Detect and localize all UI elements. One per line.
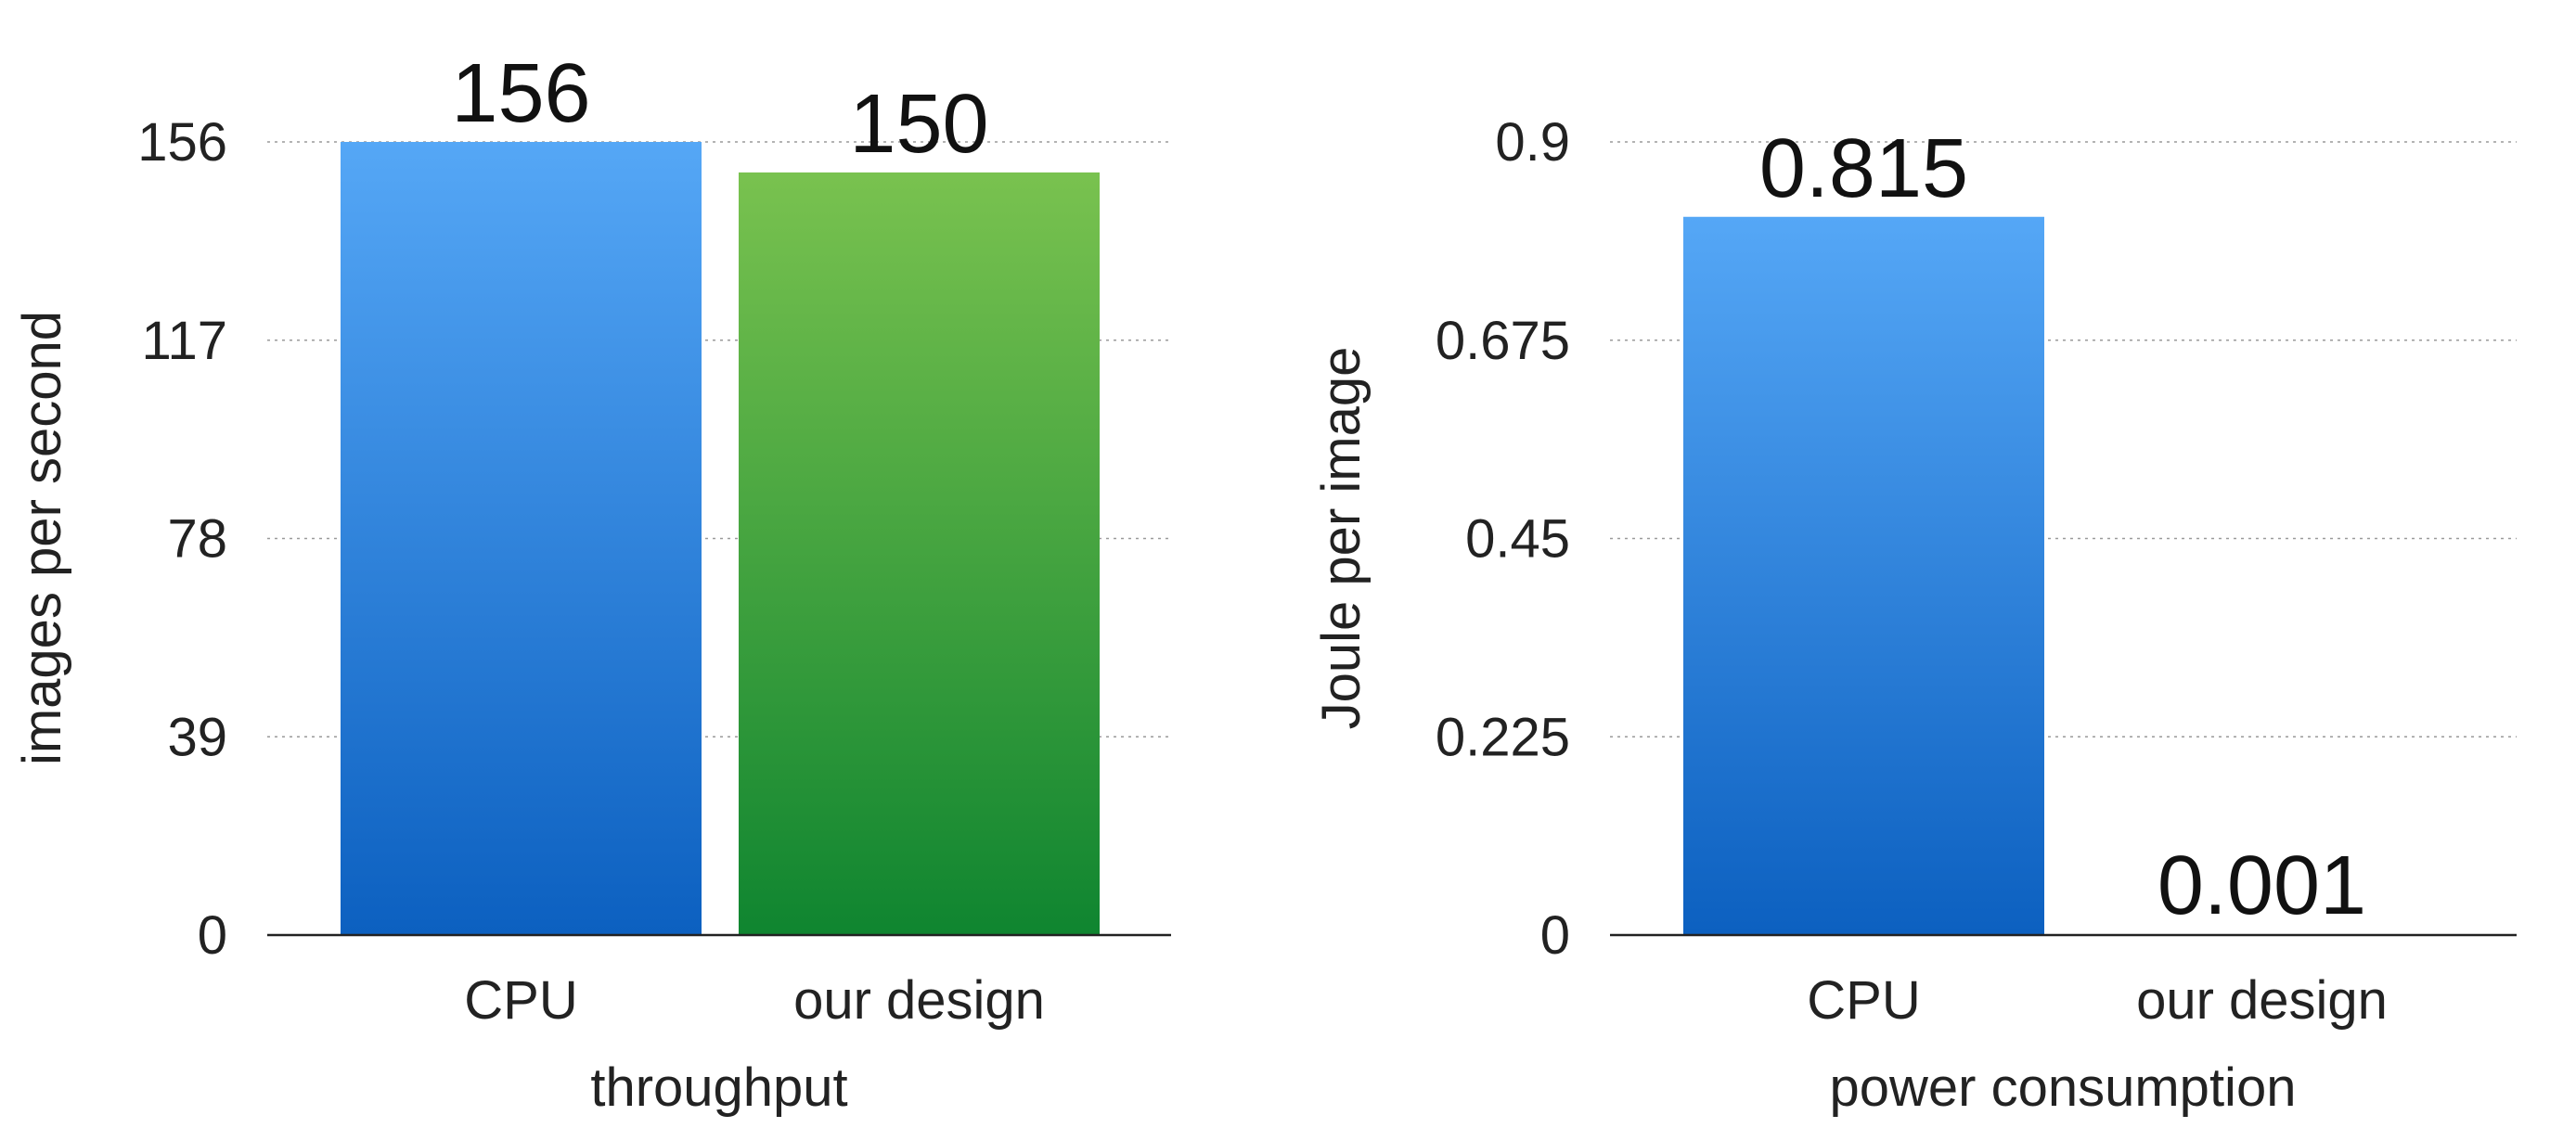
y-tick-label: 0 xyxy=(1540,905,1570,966)
value-label: 0.815 xyxy=(1759,122,1968,215)
value-label: 150 xyxy=(849,78,988,171)
x-axis-title: power consumption xyxy=(1830,1058,2297,1118)
y-axis-title: images per second xyxy=(12,311,72,765)
x-category-label: CPU xyxy=(1807,970,1920,1031)
x-category-label: CPU xyxy=(464,970,577,1031)
y-tick-label: 156 xyxy=(137,112,227,173)
y-tick-label: 0.675 xyxy=(1436,311,1570,371)
y-tick-label: 117 xyxy=(142,311,227,371)
y-axis-title: Joule per image xyxy=(1311,347,1372,730)
y-tick-label: 0 xyxy=(198,905,227,966)
bar-cpu xyxy=(341,142,702,935)
x-category-label: our design xyxy=(793,970,1045,1031)
y-tick-label: 0.225 xyxy=(1436,707,1570,767)
y-tick-label: 0.45 xyxy=(1465,509,1570,570)
y-tick-label: 78 xyxy=(167,509,227,570)
throughput-chart: 0 39 78 117 156 156 CPU 150 our design throughput… xyxy=(12,47,1171,1118)
y-tick-label: 39 xyxy=(167,707,227,767)
value-label: 156 xyxy=(451,47,590,140)
value-label: 0.001 xyxy=(2157,840,2366,932)
x-category-label: our design xyxy=(2136,970,2388,1031)
power-consumption-chart: 0 0.225 0.45 0.675 0.9 0.815 CPU 0.001 our desig… xyxy=(1311,112,2517,1118)
y-tick-label: 0.9 xyxy=(1495,112,1570,173)
bar-our-design xyxy=(739,172,1100,935)
x-axis-title: throughput xyxy=(590,1058,847,1118)
bar-cpu xyxy=(1683,216,2044,935)
